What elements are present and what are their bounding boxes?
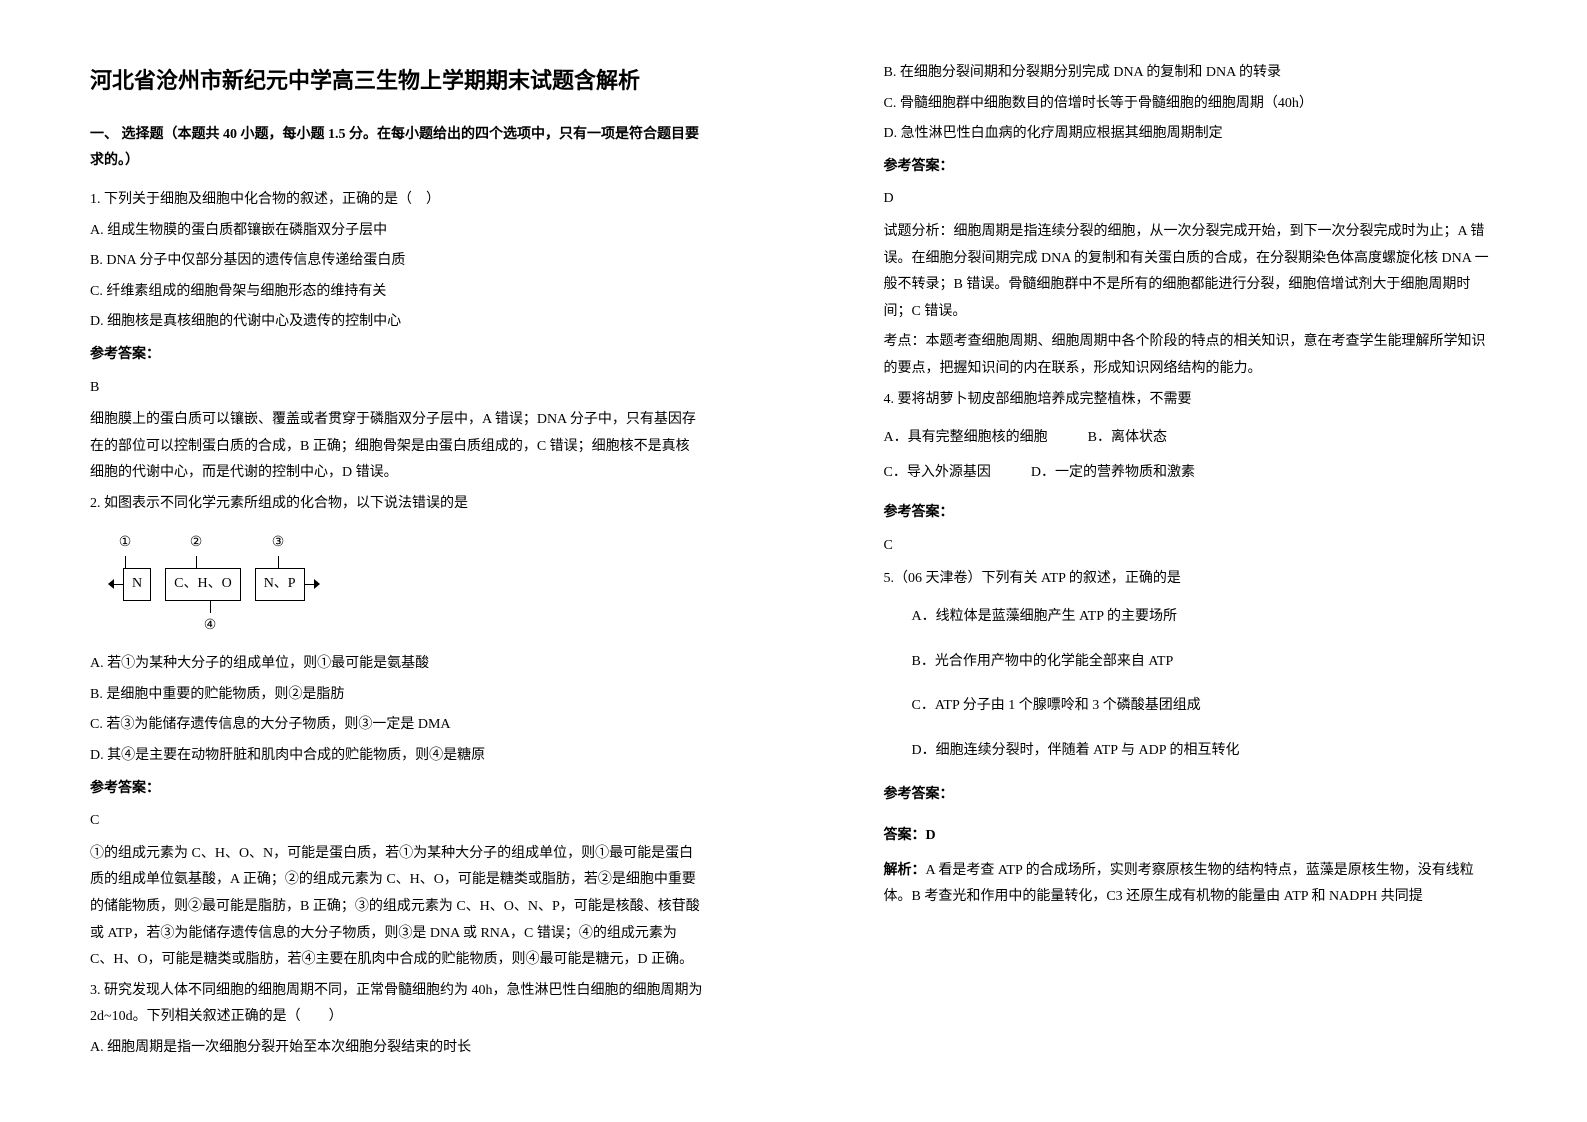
q5-exp: A 看是考查 ATP 的合成场所，实则考察原核生物的结构特点，蓝藻是原核生物，没… — [884, 863, 1474, 905]
q2-diagram: ① ② ③ N C、H、O N、P — [108, 530, 704, 640]
q1-optB: B. DNA 分子中仅部分基因的遗传信息传递给蛋白质 — [90, 248, 704, 275]
q1-ans-label: 参考答案： — [90, 342, 704, 369]
q4-ans-label: 参考答案： — [884, 500, 1498, 527]
q1-stem: 1. 下列关于细胞及细胞中化合物的叙述，正确的是（ ） — [90, 187, 704, 214]
q1-optD: D. 细胞核是真核细胞的代谢中心及遗传的控制中心 — [90, 309, 704, 336]
q2-stem: 2. 如图表示不同化学元素所组成的化合物，以下说法错误的是 — [90, 491, 704, 518]
q5-optB: B．光合作用产物中的化学能全部来自 ATP — [884, 649, 1498, 676]
q5-optA: A．线粒体是蓝藻细胞产生 ATP 的主要场所 — [884, 604, 1498, 631]
q5-ans: D — [926, 828, 936, 843]
q1-exp: 细胞膜上的蛋白质可以镶嵌、覆盖或者贯穿于磷脂双分子层中，A 错误；DNA 分子中… — [90, 407, 704, 487]
q4-optA: A．具有完整细胞核的细胞 — [884, 425, 1048, 452]
diag-label-4: ④ — [170, 613, 250, 640]
q1-ans: B — [90, 375, 704, 402]
q1-optC: C. 纤维素组成的细胞骨架与细胞形态的维持有关 — [90, 279, 704, 306]
q2-optC: C. 若③为能储存遗传信息的大分子物质，则③一定是 DMA — [90, 712, 704, 739]
diag-box-1: N — [123, 568, 151, 601]
q2-optA: A. 若①为某种大分子的组成单位，则①最可能是氨基酸 — [90, 651, 704, 678]
q3-optA: A. 细胞周期是指一次细胞分裂开始至本次细胞分裂结束的时长 — [90, 1035, 704, 1062]
diag-box-3: N、P — [255, 568, 305, 601]
right-column: B. 在细胞分裂间期和分裂期分别完成 DNA 的复制和 DNA 的转录 C. 骨… — [794, 60, 1587, 1062]
page-title: 河北省沧州市新纪元中学高三生物上学期期末试题含解析 — [90, 60, 704, 102]
diag-box-2: C、H、O — [165, 568, 241, 601]
q3-ans: D — [884, 186, 1498, 213]
q4-stem: 4. 要将胡萝卜韧皮部细胞培养成完整植株，不需要 — [884, 387, 1498, 414]
diag-label-3: ③ — [250, 530, 306, 557]
q1-optA: A. 组成生物膜的蛋白质都镶嵌在磷脂双分子层中 — [90, 218, 704, 245]
q4-optD: D．一定的营养物质和激素 — [1031, 460, 1195, 487]
q3-optC: C. 骨髓细胞群中细胞数目的倍增时长等于骨髓细胞的细胞周期（40h） — [884, 91, 1498, 118]
diag-label-1: ① — [108, 530, 142, 557]
q5-ans-pre: 答案： — [884, 828, 926, 843]
q4-options-row2: C．导入外源基因 D．一定的营养物质和激素 — [884, 460, 1498, 487]
q2-ans-label: 参考答案： — [90, 776, 704, 803]
q3-optD: D. 急性淋巴性白血病的化疗周期应根据其细胞周期制定 — [884, 121, 1498, 148]
q5-exp-pre: 解析： — [884, 863, 926, 878]
left-column: 河北省沧州市新纪元中学高三生物上学期期末试题含解析 一、 选择题（本题共 40 … — [0, 60, 794, 1062]
diag-label-2: ② — [156, 530, 236, 557]
q3-ans-label: 参考答案： — [884, 154, 1498, 181]
q5-ans-label: 参考答案： — [884, 782, 1498, 809]
q4-ans: C — [884, 533, 1498, 560]
section-header: 一、 选择题（本题共 40 小题，每小题 1.5 分。在每小题给出的四个选项中，… — [90, 122, 704, 175]
q2-exp: ①的组成元素为 C、H、O、N，可能是蛋白质，若①为某种大分子的组成单位，则①最… — [90, 841, 704, 974]
q2-ans: C — [90, 808, 704, 835]
q3-exp1: 试题分析：细胞周期是指连续分裂的细胞，从一次分裂完成开始，到下一次分裂完成时为止… — [884, 219, 1498, 325]
q4-optB: B．离体状态 — [1088, 425, 1167, 452]
q5-ans-line: 答案：D — [884, 823, 1498, 850]
q3-exp2: 考点：本题考查细胞周期、细胞周期中各个阶段的特点的相关知识，意在考查学生能理解所… — [884, 329, 1498, 382]
q2-optD: D. 其④是主要在动物肝脏和肌肉中合成的贮能物质，则④是糖原 — [90, 743, 704, 770]
q4-options-row1: A．具有完整细胞核的细胞 B．离体状态 — [884, 425, 1498, 452]
q5-exp-line: 解析：A 看是考查 ATP 的合成场所，实则考察原核生物的结构特点，蓝藻是原核生… — [884, 858, 1498, 911]
q4-optC: C．导入外源基因 — [884, 460, 991, 487]
q5-optC: C．ATP 分子由 1 个腺嘌呤和 3 个磷酸基团组成 — [884, 693, 1498, 720]
q3-stem: 3. 研究发现人体不同细胞的细胞周期不同，正常骨髓细胞约为 40h，急性淋巴性白… — [90, 978, 704, 1031]
q3-optB: B. 在细胞分裂间期和分裂期分别完成 DNA 的复制和 DNA 的转录 — [884, 60, 1498, 87]
q5-optD: D．细胞连续分裂时，伴随着 ATP 与 ADP 的相互转化 — [884, 738, 1498, 765]
q2-optB: B. 是细胞中重要的贮能物质，则②是脂肪 — [90, 682, 704, 709]
q5-stem: 5.（06 天津卷）下列有关 ATP 的叙述，正确的是 — [884, 566, 1498, 593]
